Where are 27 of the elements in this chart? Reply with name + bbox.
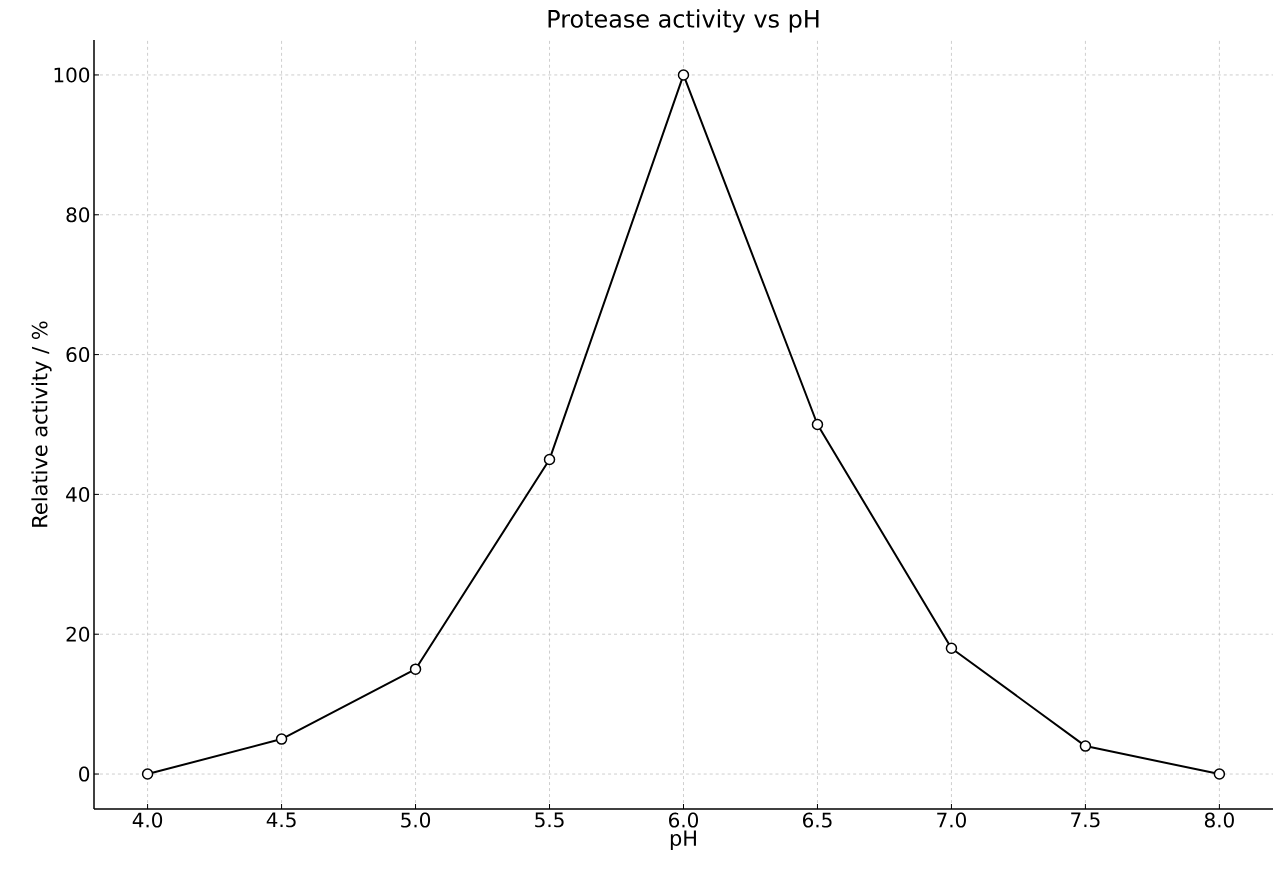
y-tick-label: 80	[66, 207, 90, 223]
x-tick-label: 5.0	[401, 812, 431, 828]
x-tick-label: 7.5	[1071, 812, 1100, 828]
x-tick-label: 8.0	[1204, 812, 1234, 828]
point	[1213, 768, 1226, 780]
point	[811, 418, 824, 431]
y-axis-title: Relative activity / %	[31, 321, 52, 527]
point	[677, 69, 690, 81]
point	[409, 663, 422, 675]
point	[543, 453, 556, 466]
x-tick-label: 7.0	[937, 812, 966, 828]
y-tick-label: 0	[79, 766, 90, 782]
chart-title: Protease activity vs pH	[548, 9, 819, 33]
y-tick-label: 20	[66, 626, 90, 642]
y-tick-label: 100	[54, 67, 90, 83]
x-tick-label: 4.5	[266, 812, 296, 828]
x-axis-title: pH	[670, 830, 696, 851]
point	[141, 768, 154, 780]
x-tick-label: 6.5	[803, 812, 832, 828]
x-tick-label: 5.5	[535, 812, 564, 828]
y-tick-label: 60	[66, 347, 90, 363]
x-tick-label: 4.0	[132, 812, 163, 828]
point	[275, 733, 288, 745]
x-tick-label: 6.0	[669, 812, 699, 828]
point	[1079, 740, 1092, 752]
point	[945, 642, 958, 654]
y-tick-label: 40	[66, 486, 90, 502]
